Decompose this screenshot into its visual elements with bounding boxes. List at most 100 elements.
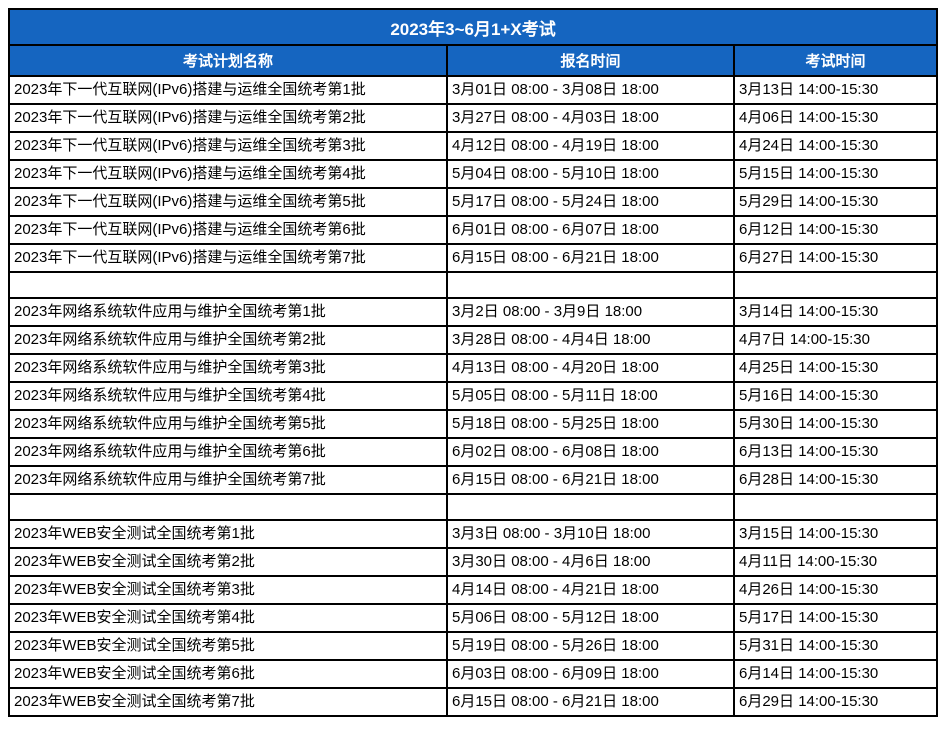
- column-header-exam-time: 考试时间: [732, 44, 939, 77]
- plan-name-cell: 2023年网络系统软件应用与维护全国统考第6批: [8, 437, 448, 467]
- table-row: 2023年下一代互联网(IPv6)搭建与运维全国统考第3批 4月12日 08:00…: [8, 131, 939, 161]
- exam-time-cell: 4月24日 14:00-15:30: [732, 131, 939, 161]
- registration-time-cell: 4月13日 08:00 - 4月20日 18:00: [446, 353, 735, 383]
- empty-cell: [8, 271, 448, 299]
- table-row: 2023年WEB安全测试全国统考第7批 6月15日 08:00 - 6月21日 1…: [8, 687, 939, 717]
- registration-time-cell: 5月18日 08:00 - 5月25日 18:00: [446, 409, 735, 439]
- plan-name-cell: 2023年下一代互联网(IPv6)搭建与运维全国统考第7批: [8, 243, 448, 273]
- table-row: 2023年下一代互联网(IPv6)搭建与运维全国统考第1批 3月01日 08:00…: [8, 75, 939, 105]
- exam-time-cell: 5月31日 14:00-15:30: [732, 631, 939, 661]
- registration-time-cell: 6月15日 08:00 - 6月21日 18:00: [446, 465, 735, 495]
- exam-time-cell: 4月7日 14:00-15:30: [732, 325, 939, 355]
- exam-time-cell: 6月12日 14:00-15:30: [732, 215, 939, 245]
- exam-time-cell: 4月25日 14:00-15:30: [732, 353, 939, 383]
- exam-time-cell: 3月13日 14:00-15:30: [732, 75, 939, 105]
- table-title: 2023年3~6月1+X考试: [7, 8, 939, 46]
- exam-time-cell: 3月14日 14:00-15:30: [732, 297, 939, 327]
- plan-name-cell: 2023年WEB安全测试全国统考第4批: [8, 603, 448, 633]
- exam-time-cell: 6月14日 14:00-15:30: [732, 659, 939, 689]
- table-row: 2023年WEB安全测试全国统考第4批 5月06日 08:00 - 5月12日 1…: [8, 603, 939, 633]
- plan-name-cell: 2023年WEB安全测试全国统考第3批: [8, 575, 448, 605]
- table-row: 2023年网络系统软件应用与维护全国统考第5批 5月18日 08:00 - 5月2…: [8, 409, 939, 439]
- registration-time-cell: 6月15日 08:00 - 6月21日 18:00: [446, 243, 735, 273]
- registration-time-cell: 4月14日 08:00 - 4月21日 18:00: [446, 575, 735, 605]
- registration-time-cell: 4月12日 08:00 - 4月19日 18:00: [446, 131, 735, 161]
- table-row: 2023年下一代互联网(IPv6)搭建与运维全国统考第2批 3月27日 08:00…: [8, 103, 939, 133]
- table-row: 2023年网络系统软件应用与维护全国统考第4批 5月05日 08:00 - 5月1…: [8, 381, 939, 411]
- plan-name-cell: 2023年下一代互联网(IPv6)搭建与运维全国统考第3批: [8, 131, 448, 161]
- registration-time-cell: 6月15日 08:00 - 6月21日 18:00: [446, 687, 735, 717]
- table-row: 2023年网络系统软件应用与维护全国统考第1批 3月2日 08:00 - 3月9日…: [8, 297, 939, 327]
- plan-name-cell: 2023年网络系统软件应用与维护全国统考第4批: [8, 381, 448, 411]
- plan-name-cell: 2023年WEB安全测试全国统考第1批: [8, 519, 448, 549]
- exam-time-cell: 4月06日 14:00-15:30: [732, 103, 939, 133]
- registration-time-cell: 3月28日 08:00 - 4月4日 18:00: [446, 325, 735, 355]
- registration-time-cell: 6月01日 08:00 - 6月07日 18:00: [446, 215, 735, 245]
- plan-name-cell: 2023年网络系统软件应用与维护全国统考第3批: [8, 353, 448, 383]
- table-row: 2023年网络系统软件应用与维护全国统考第3批 4月13日 08:00 - 4月2…: [8, 353, 939, 383]
- plan-name-cell: 2023年WEB安全测试全国统考第7批: [8, 687, 448, 717]
- exam-time-cell: 3月15日 14:00-15:30: [732, 519, 939, 549]
- registration-time-cell: 3月27日 08:00 - 4月03日 18:00: [446, 103, 735, 133]
- exam-time-cell: 5月30日 14:00-15:30: [732, 409, 939, 439]
- table-body: 2023年下一代互联网(IPv6)搭建与运维全国统考第1批 3月01日 08:00…: [8, 75, 939, 717]
- exam-time-cell: 4月26日 14:00-15:30: [732, 575, 939, 605]
- plan-name-cell: 2023年WEB安全测试全国统考第6批: [8, 659, 448, 689]
- registration-time-cell: 3月3日 08:00 - 3月10日 18:00: [446, 519, 735, 549]
- plan-name-cell: 2023年下一代互联网(IPv6)搭建与运维全国统考第6批: [8, 215, 448, 245]
- table-row: 2023年WEB安全测试全国统考第3批 4月14日 08:00 - 4月21日 1…: [8, 575, 939, 605]
- exam-time-cell: 4月11日 14:00-15:30: [732, 547, 939, 577]
- header-row: 考试计划名称 报名时间 考试时间: [8, 44, 939, 77]
- exam-time-cell: 6月28日 14:00-15:30: [732, 465, 939, 495]
- table-row: 2023年网络系统软件应用与维护全国统考第7批 6月15日 08:00 - 6月2…: [8, 465, 939, 495]
- plan-name-cell: 2023年网络系统软件应用与维护全国统考第7批: [8, 465, 448, 495]
- exam-schedule-table: 2023年3~6月1+X考试 考试计划名称 报名时间 考试时间 2023年下一代…: [7, 8, 939, 717]
- exam-time-cell: 5月16日 14:00-15:30: [732, 381, 939, 411]
- registration-time-cell: 3月30日 08:00 - 4月6日 18:00: [446, 547, 735, 577]
- table-row: 2023年WEB安全测试全国统考第1批 3月3日 08:00 - 3月10日 18…: [8, 519, 939, 549]
- plan-name-cell: 2023年网络系统软件应用与维护全国统考第1批: [8, 297, 448, 327]
- spacer-row: [8, 271, 939, 299]
- table-row: 2023年WEB安全测试全国统考第6批 6月03日 08:00 - 6月09日 1…: [8, 659, 939, 689]
- plan-name-cell: 2023年WEB安全测试全国统考第5批: [8, 631, 448, 661]
- registration-time-cell: 3月01日 08:00 - 3月08日 18:00: [446, 75, 735, 105]
- registration-time-cell: 5月05日 08:00 - 5月11日 18:00: [446, 381, 735, 411]
- spacer-row: [8, 493, 939, 521]
- exam-time-cell: 5月17日 14:00-15:30: [732, 603, 939, 633]
- column-header-registration-time: 报名时间: [446, 44, 735, 77]
- table-row: 2023年WEB安全测试全国统考第5批 5月19日 08:00 - 5月26日 1…: [8, 631, 939, 661]
- exam-time-cell: 6月29日 14:00-15:30: [732, 687, 939, 717]
- table-row: 2023年网络系统软件应用与维护全国统考第2批 3月28日 08:00 - 4月4…: [8, 325, 939, 355]
- plan-name-cell: 2023年下一代互联网(IPv6)搭建与运维全国统考第2批: [8, 103, 448, 133]
- exam-time-cell: 6月13日 14:00-15:30: [732, 437, 939, 467]
- registration-time-cell: 5月04日 08:00 - 5月10日 18:00: [446, 159, 735, 189]
- registration-time-cell: 6月03日 08:00 - 6月09日 18:00: [446, 659, 735, 689]
- table-row: 2023年网络系统软件应用与维护全国统考第6批 6月02日 08:00 - 6月0…: [8, 437, 939, 467]
- empty-cell: [446, 271, 735, 299]
- table-row: 2023年WEB安全测试全国统考第2批 3月30日 08:00 - 4月6日 18…: [8, 547, 939, 577]
- title-row: 2023年3~6月1+X考试: [7, 8, 939, 46]
- table-row: 2023年下一代互联网(IPv6)搭建与运维全国统考第4批 5月04日 08:00…: [8, 159, 939, 189]
- empty-cell: [732, 493, 939, 521]
- plan-name-cell: 2023年下一代互联网(IPv6)搭建与运维全国统考第1批: [8, 75, 448, 105]
- registration-time-cell: 6月02日 08:00 - 6月08日 18:00: [446, 437, 735, 467]
- exam-time-cell: 5月15日 14:00-15:30: [732, 159, 939, 189]
- exam-time-cell: 5月29日 14:00-15:30: [732, 187, 939, 217]
- empty-cell: [8, 493, 448, 521]
- registration-time-cell: 5月19日 08:00 - 5月26日 18:00: [446, 631, 735, 661]
- exam-time-cell: 6月27日 14:00-15:30: [732, 243, 939, 273]
- plan-name-cell: 2023年下一代互联网(IPv6)搭建与运维全国统考第4批: [8, 159, 448, 189]
- registration-time-cell: 3月2日 08:00 - 3月9日 18:00: [446, 297, 735, 327]
- plan-name-cell: 2023年网络系统软件应用与维护全国统考第2批: [8, 325, 448, 355]
- table-row: 2023年下一代互联网(IPv6)搭建与运维全国统考第5批 5月17日 08:00…: [8, 187, 939, 217]
- empty-cell: [446, 493, 735, 521]
- registration-time-cell: 5月17日 08:00 - 5月24日 18:00: [446, 187, 735, 217]
- column-header-plan-name: 考试计划名称: [8, 44, 448, 77]
- table-row: 2023年下一代互联网(IPv6)搭建与运维全国统考第6批 6月01日 08:00…: [8, 215, 939, 245]
- table-row: 2023年下一代互联网(IPv6)搭建与运维全国统考第7批 6月15日 08:00…: [8, 243, 939, 273]
- empty-cell: [732, 271, 939, 299]
- plan-name-cell: 2023年网络系统软件应用与维护全国统考第5批: [8, 409, 448, 439]
- plan-name-cell: 2023年WEB安全测试全国统考第2批: [8, 547, 448, 577]
- plan-name-cell: 2023年下一代互联网(IPv6)搭建与运维全国统考第5批: [8, 187, 448, 217]
